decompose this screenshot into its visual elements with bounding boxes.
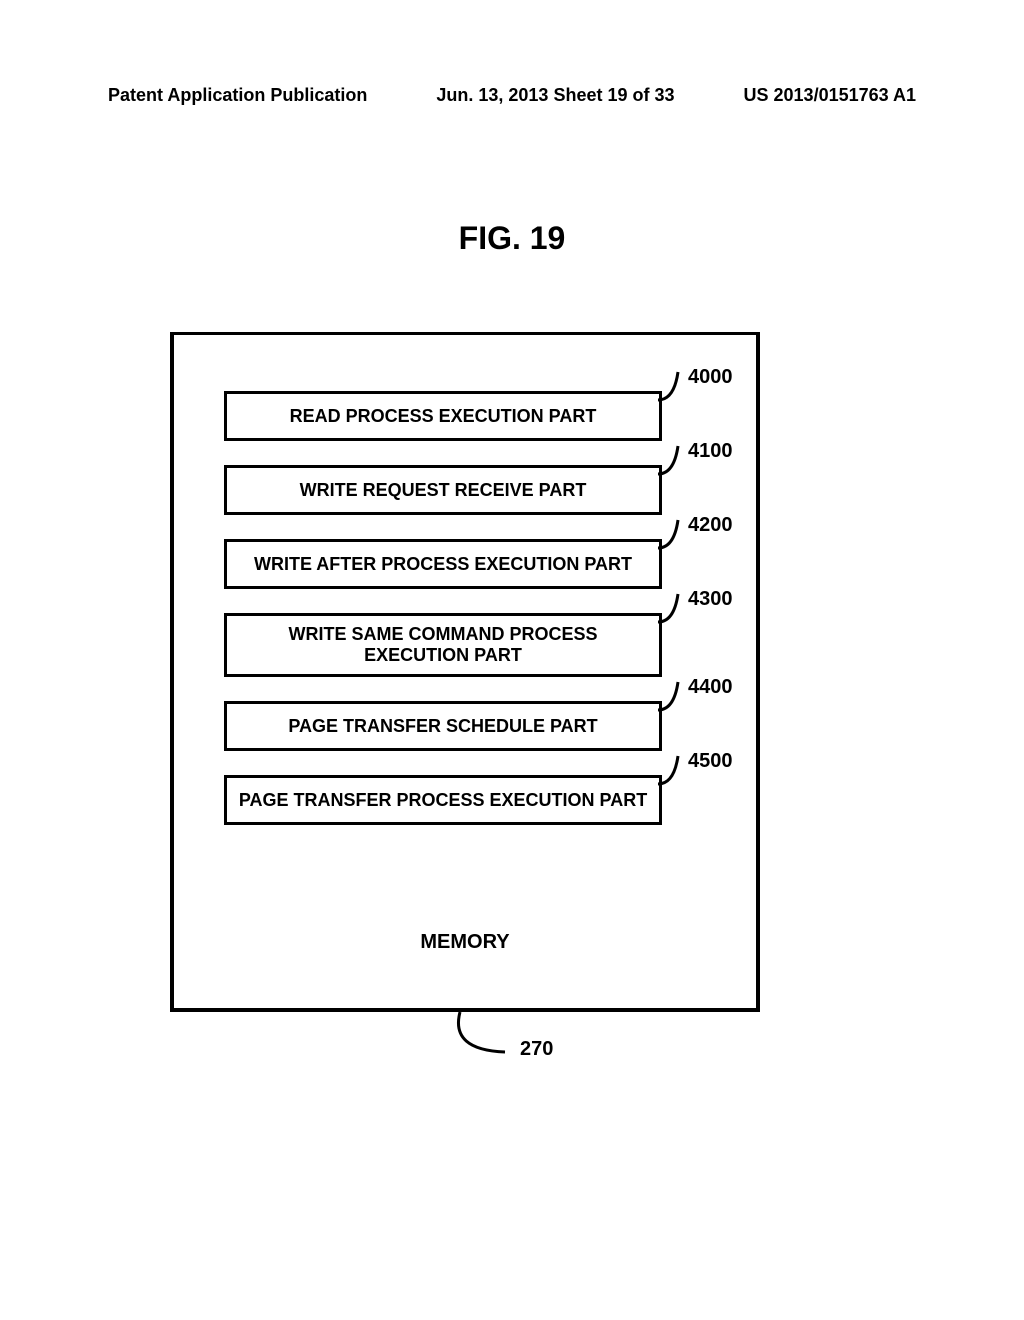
header-left: Patent Application Publication xyxy=(108,85,367,106)
part-box: WRITE SAME COMMAND PROCESS EXECUTION PAR… xyxy=(224,613,662,677)
part-label: WRITE SAME COMMAND PROCESS EXECUTION PAR… xyxy=(235,624,651,666)
part-box: READ PROCESS EXECUTION PART xyxy=(224,391,662,441)
part-label: READ PROCESS EXECUTION PART xyxy=(290,406,597,427)
part-box: WRITE AFTER PROCESS EXECUTION PART xyxy=(224,539,662,589)
part-label: WRITE REQUEST RECEIVE PART xyxy=(300,480,587,501)
header-center: Jun. 13, 2013 Sheet 19 of 33 xyxy=(436,85,674,106)
ref-number: 4500 xyxy=(688,750,733,773)
ref-number: 4000 xyxy=(688,366,733,389)
ref-number: 4400 xyxy=(688,676,733,699)
ref-number: 4200 xyxy=(688,514,733,537)
header-right: US 2013/0151763 A1 xyxy=(744,85,916,106)
part-label: WRITE AFTER PROCESS EXECUTION PART xyxy=(254,554,632,575)
part-label: PAGE TRANSFER PROCESS EXECUTION PART xyxy=(239,790,647,811)
part-box: WRITE REQUEST RECEIVE PART xyxy=(224,465,662,515)
ref-number: 4300 xyxy=(688,588,733,611)
figure-title: FIG. 19 xyxy=(0,220,1024,257)
ref-number: 4100 xyxy=(688,440,733,463)
memory-container: MEMORY READ PROCESS EXECUTION PART WRITE … xyxy=(170,332,760,1012)
part-label: PAGE TRANSFER SCHEDULE PART xyxy=(288,716,597,737)
memory-label: MEMORY xyxy=(174,931,756,954)
container-ref-number: 270 xyxy=(520,1038,553,1061)
page-header: Patent Application Publication Jun. 13, … xyxy=(0,85,1024,106)
part-box: PAGE TRANSFER PROCESS EXECUTION PART xyxy=(224,775,662,825)
part-box: PAGE TRANSFER SCHEDULE PART xyxy=(224,701,662,751)
